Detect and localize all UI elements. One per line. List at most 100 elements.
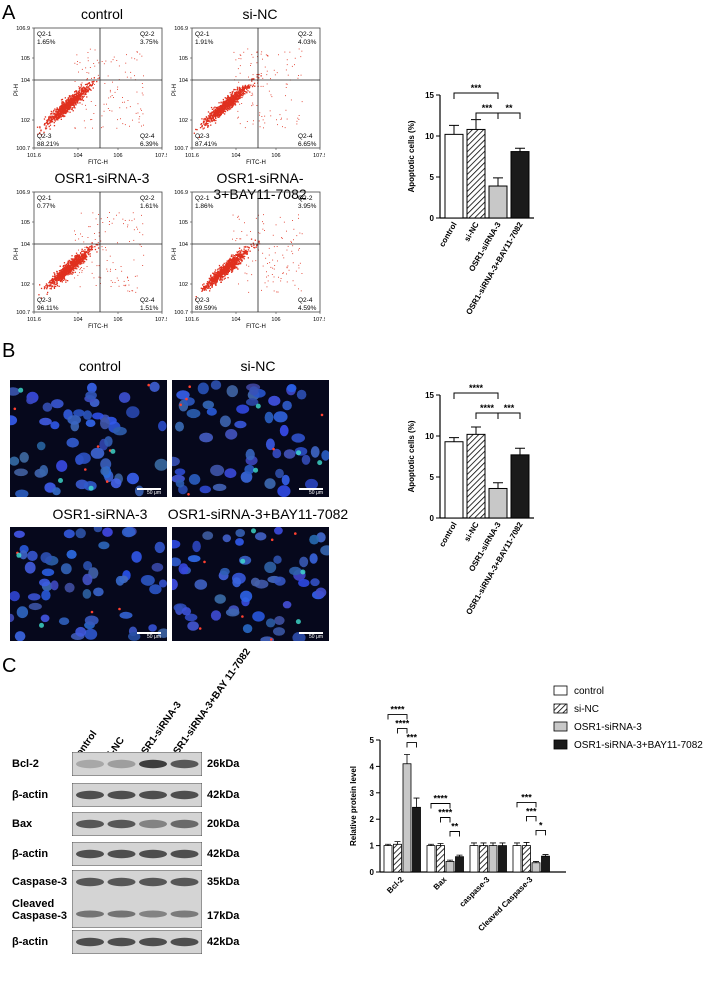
legend-swatch: [553, 703, 568, 714]
significance-bracket: [387, 714, 408, 720]
legend-label: OSR1-siRNA-3: [574, 722, 642, 733]
error-bar: [428, 843, 434, 846]
x-tick-label: 106: [113, 153, 122, 159]
blot-band: [76, 937, 104, 947]
blot-band: [76, 790, 104, 800]
legend-label: OSR1-siRNA-3+BAY11-7082: [574, 740, 703, 751]
blot-kda-label: 42kDa: [207, 789, 240, 801]
significance-label: **: [505, 103, 513, 113]
y-tick-label: 5: [430, 173, 435, 182]
micrograph-osr1: 50 μm: [10, 527, 167, 641]
x-tick-label: control: [437, 221, 458, 249]
y-axis-label: Relative protein level: [349, 766, 358, 846]
quadrant-label: Q2-3: [195, 133, 210, 140]
bar: [488, 845, 498, 873]
y-tick-label: 0: [370, 868, 375, 877]
scale-label: 50 μm: [147, 490, 161, 496]
significance-bracket: [397, 728, 408, 734]
y-axis-label: PI-H: [14, 84, 20, 96]
significance-label: ****: [390, 705, 405, 715]
x-tick-label: 107.9: [155, 317, 167, 323]
quadrant-value: 4.03%: [298, 39, 317, 46]
bar: [479, 845, 488, 873]
y-tick-label: 102: [179, 118, 188, 124]
x-tick-label: 104: [231, 317, 240, 323]
bar: [498, 845, 507, 873]
y-tick-label: 105: [179, 56, 188, 62]
blot-band: [170, 937, 199, 947]
error-bar: [490, 842, 496, 846]
quadrant-label: Q2-1: [195, 195, 210, 202]
x-tick-label: 107.9: [313, 317, 325, 323]
error-bar: [471, 426, 481, 435]
quadrant-label: Q2-2: [298, 31, 313, 38]
quadrant-value: 6.39%: [140, 141, 159, 148]
blot-band: [170, 819, 199, 829]
y-tick-label: 0: [430, 514, 435, 523]
y-tick-label: 106.9: [16, 190, 30, 196]
bar: [522, 845, 531, 873]
quadrant-value: 1.61%: [140, 203, 159, 210]
blot-kda-label: 26kDa: [207, 758, 240, 770]
blot-band: [139, 819, 167, 829]
error-bar: [404, 754, 410, 764]
y-tick-label: 100.7: [16, 146, 30, 152]
blot-kda-label: 35kDa: [207, 876, 240, 888]
error-bar: [480, 842, 487, 846]
micro-title-osr1-bay: OSR1-siRNA-3+BAY11-7082: [167, 506, 349, 522]
bar: [469, 845, 479, 873]
significance-label: ***: [471, 83, 482, 93]
x-tick-label: 106: [271, 153, 280, 159]
significance-bracket: [497, 112, 521, 119]
y-tick-label: 104: [179, 242, 188, 248]
blot-strip: [72, 752, 202, 776]
flow-scatter-plot: Q2-11.91% Q2-24.03% Q2-387.41% Q2-46.65% 100…: [172, 26, 325, 166]
x-tick-label: si-NC: [462, 520, 480, 543]
significance-bracket: [526, 815, 537, 822]
flow-plot-title: OSR1-siRNA-3: [54, 170, 150, 186]
flow-plot-title: si-NC: [242, 6, 278, 22]
quadrant-value: 89.59%: [195, 305, 217, 312]
blot-protein-label: Bax: [12, 818, 33, 830]
blot-band: [76, 910, 104, 918]
quadrant-label: Q2-4: [140, 297, 155, 304]
y-axis-label: Apoptotic cells (%): [407, 120, 416, 192]
x-tick-label: 104: [231, 153, 240, 159]
quadrant-value: 6.65%: [298, 141, 317, 148]
x-tick-label: 104: [73, 153, 82, 159]
bar: [455, 856, 464, 873]
significance-bracket: [535, 829, 546, 836]
y-tick-label: 102: [21, 282, 30, 288]
quadrant-label: Q2-4: [298, 297, 313, 304]
error-bar: [515, 447, 525, 455]
blot-band: [76, 759, 104, 769]
y-tick-label: 5: [430, 473, 435, 482]
quadrant-value: 1.91%: [195, 39, 214, 46]
quadrant-value: 0.77%: [37, 203, 56, 210]
blot-protein-label: β-actin: [12, 936, 49, 948]
blot-strip: [72, 930, 202, 954]
y-tick-label: 105: [21, 220, 30, 226]
significance-bracket: [497, 412, 521, 419]
error-bar: [499, 842, 506, 846]
quadrant-label: Q2-2: [140, 31, 155, 38]
y-tick-label: 106.9: [174, 26, 188, 32]
flow-scatter-plot: Q2-11.86% Q2-23.95% Q2-389.59% Q2-44.59% 100…: [172, 190, 325, 330]
significance-bracket: [406, 742, 417, 748]
bar: [541, 855, 550, 873]
blot-band: [107, 819, 136, 829]
legend-swatch: [553, 685, 568, 696]
bar: [512, 845, 522, 873]
x-tick-label: 101.6: [27, 317, 41, 323]
x-axis-label: FITC-H: [246, 160, 266, 166]
y-tick-label: 102: [21, 118, 30, 124]
significance-label: ***: [526, 806, 537, 816]
blot-strip: [72, 812, 202, 836]
x-tick-label: 106: [271, 317, 280, 323]
blot-strip: [72, 870, 202, 928]
y-tick-label: 105: [179, 220, 188, 226]
y-tick-label: 10: [425, 432, 434, 441]
blot-kda-label: 17kDa: [207, 910, 240, 922]
panel-label-a: A: [2, 2, 16, 24]
x-tick-label: 101.6: [27, 153, 41, 159]
